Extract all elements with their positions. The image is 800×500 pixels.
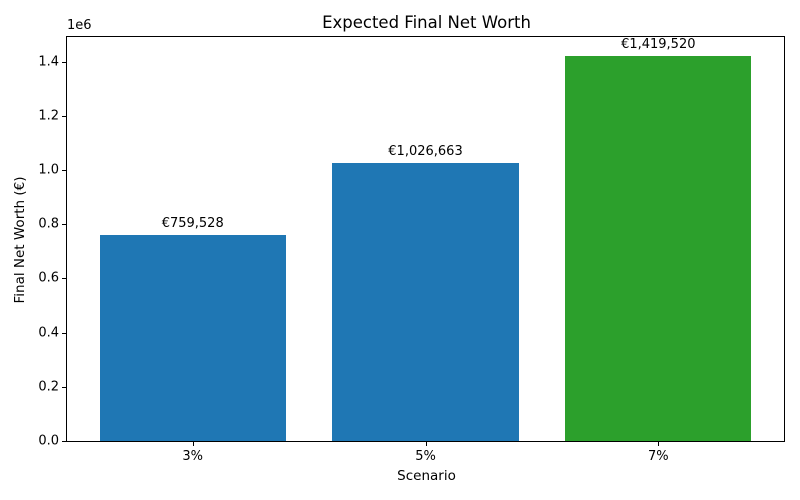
y-tick-label: 0.6 [38, 270, 59, 286]
x-tick-mark [658, 442, 660, 446]
y-tick-label: 0.2 [38, 379, 59, 395]
y-tick-mark [62, 441, 66, 442]
y-tick-mark [62, 278, 66, 280]
y-tick-mark [62, 115, 66, 117]
y-tick-label: 1.0 [38, 162, 59, 178]
y-tick-label: 1.4 [38, 54, 59, 70]
bar-value-label: €1,026,663 [388, 143, 463, 159]
x-tick-label: 5% [415, 449, 436, 464]
bar-value-label: €759,528 [161, 216, 224, 232]
bar-5% [332, 162, 519, 441]
x-axis-label: Scenario [397, 468, 456, 484]
y-tick-mark [62, 61, 66, 63]
y-tick-mark [62, 386, 66, 388]
bar-3% [99, 235, 286, 441]
plot-area [66, 36, 785, 442]
y-tick-label: 0.8 [38, 216, 59, 232]
y-tick-mark [62, 224, 66, 226]
y-axis-offset-label: 1e6 [67, 18, 92, 33]
y-tick-mark [62, 332, 66, 334]
y-tick-label: 0.4 [38, 325, 59, 341]
x-tick-label: 3% [182, 449, 204, 464]
bar-value-label: €1,419,520 [621, 37, 696, 53]
y-tick-label: 0.0 [38, 433, 59, 449]
chart-title: Expected Final Net Worth [322, 13, 531, 32]
y-tick-mark [62, 169, 66, 171]
x-tick-mark [425, 442, 427, 446]
bar-7% [565, 56, 752, 441]
x-tick-label: 7% [647, 449, 669, 464]
y-tick-label: 1.2 [38, 108, 59, 124]
x-tick-mark [192, 442, 194, 446]
